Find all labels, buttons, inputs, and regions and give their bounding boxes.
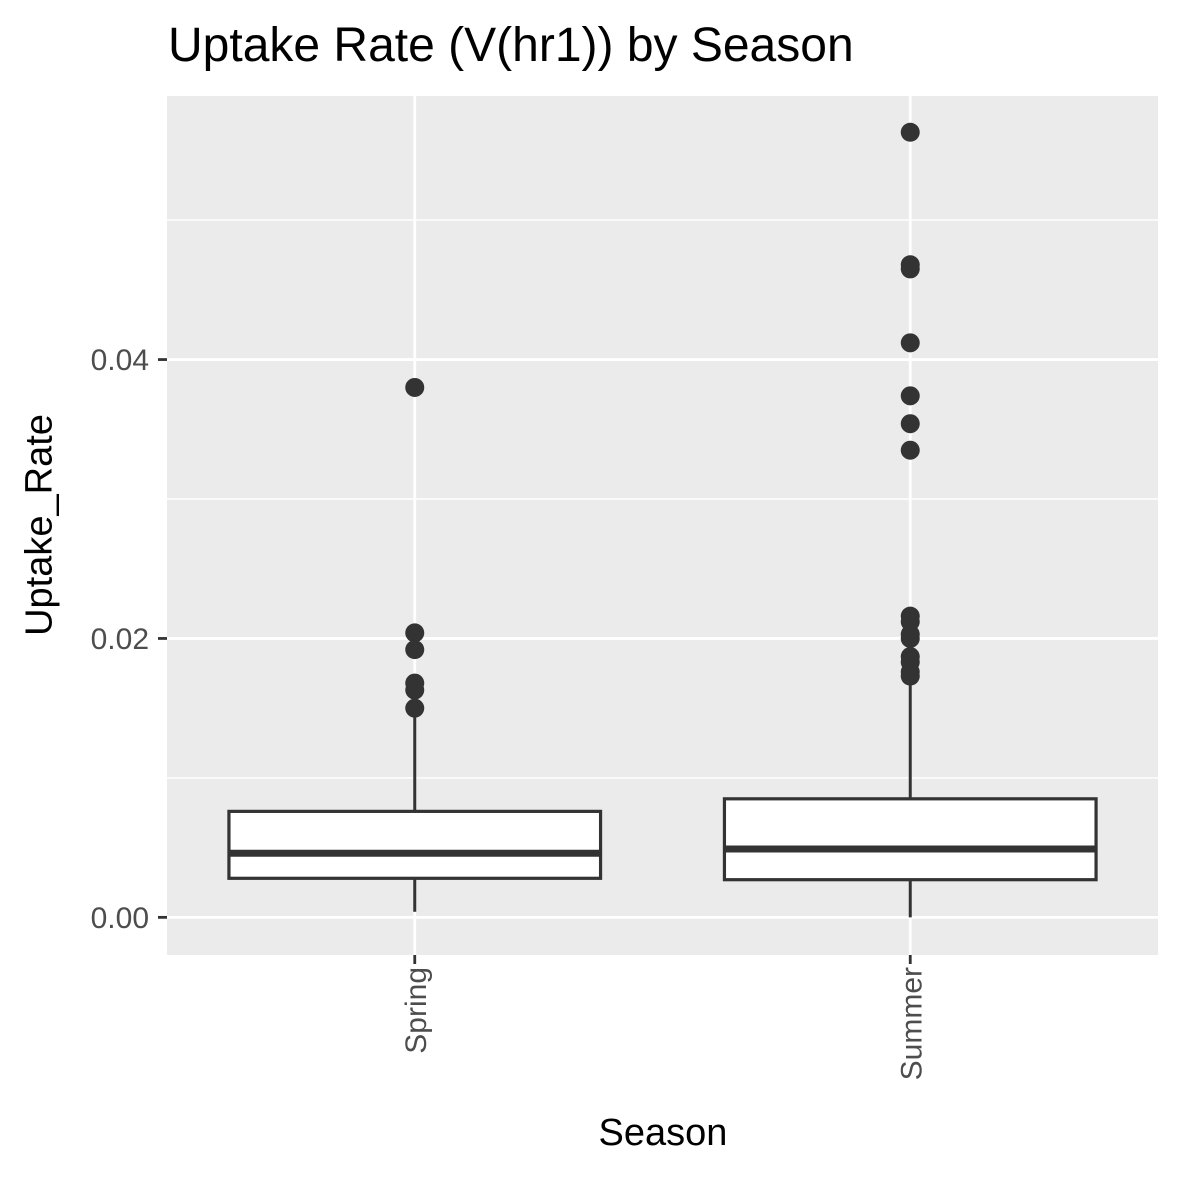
- x-axis-title: Season: [598, 1112, 728, 1154]
- outlier-point: [900, 333, 920, 353]
- outlier-point: [405, 698, 425, 718]
- boxes-layer: [227, 122, 1098, 918]
- y-axis-title: Uptake_Rate: [18, 414, 61, 636]
- box-summer: [722, 122, 1098, 918]
- minor-gridlines: [167, 219, 1158, 779]
- outlier-point: [900, 386, 920, 406]
- y-tick-label: 0.04: [91, 344, 149, 377]
- outlier-point: [405, 623, 425, 643]
- outlier-point: [900, 259, 920, 279]
- y-axis: 0.00 0.02 0.04: [91, 344, 167, 935]
- x-tick-label-summer: Summer: [895, 967, 928, 1080]
- outlier-point: [405, 640, 425, 660]
- y-tick-label: 0.02: [91, 623, 149, 656]
- y-tick-label: 0.00: [91, 902, 149, 935]
- x-tick-label-spring: Spring: [400, 967, 433, 1054]
- box-body: [722, 797, 1098, 882]
- outlier-point: [900, 628, 920, 648]
- box-body: [227, 809, 603, 880]
- outlier-point: [900, 440, 920, 460]
- outlier-point: [900, 666, 920, 686]
- box-spring: [227, 377, 603, 912]
- x-axis: Spring Summer: [400, 955, 928, 1080]
- outlier-point: [900, 122, 920, 142]
- outlier-point: [900, 414, 920, 434]
- outlier-point: [405, 680, 425, 700]
- outlier-point: [405, 377, 425, 397]
- chart-title: Uptake Rate (V(hr1)) by Season: [168, 19, 854, 72]
